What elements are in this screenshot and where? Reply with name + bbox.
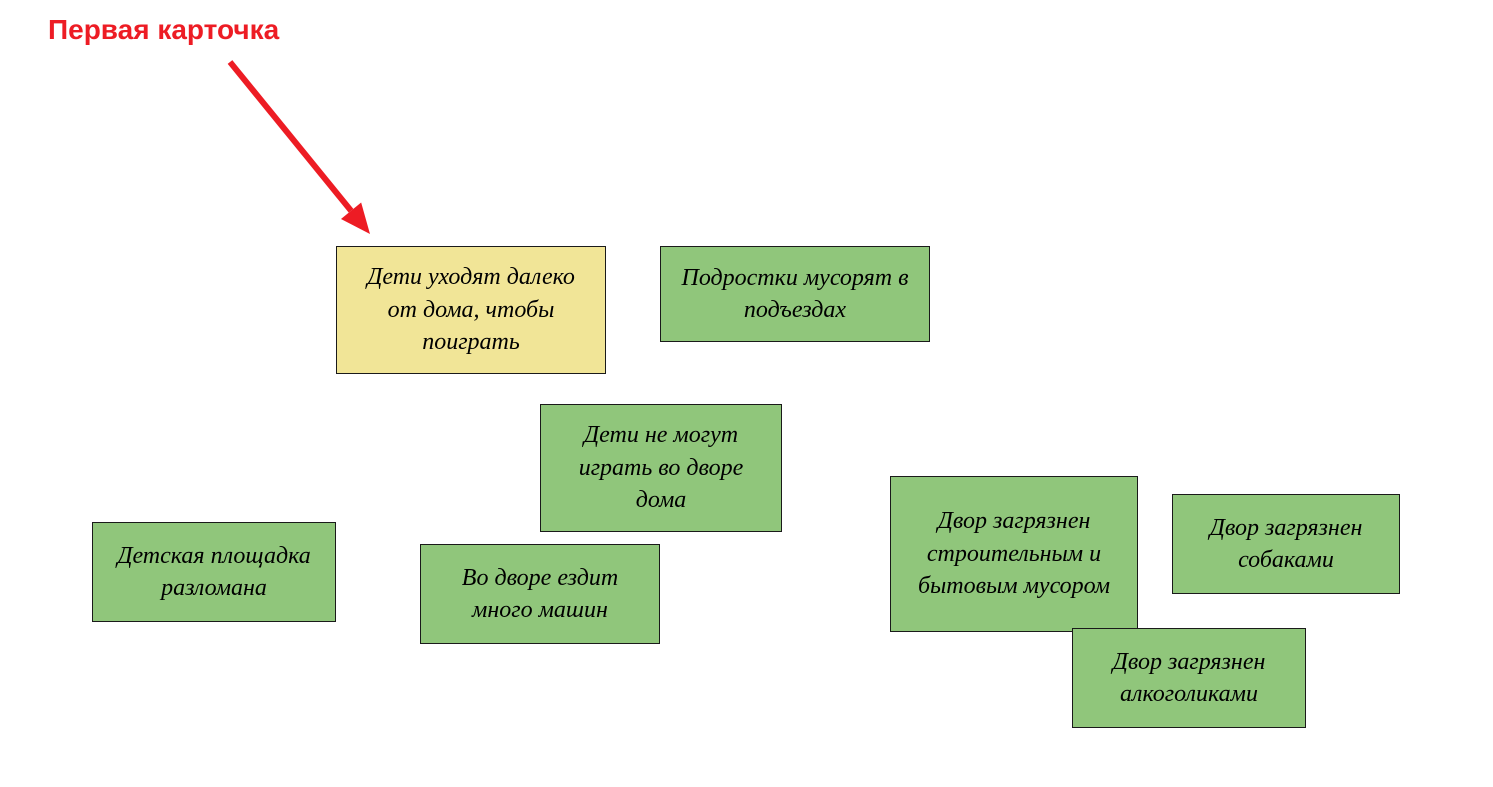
card-kids-cant-play: Дети не могут играть во дворе дома [540, 404, 782, 532]
card-teens-litter: Подростки мусорят в подъездах [660, 246, 930, 342]
card-alcoholics: Двор загрязнен алкоголиками [1072, 628, 1306, 728]
card-playground-broken: Детская площадка разломана [92, 522, 336, 622]
card-dogs-label: Двор загрязнен собаками [1187, 512, 1385, 577]
card-teens-litter-label: Подростки мусорят в подъездах [675, 262, 915, 327]
card-construction: Двор загрязнен строительным и бытовым му… [890, 476, 1138, 632]
card-construction-label: Двор загрязнен строительным и бытовым му… [905, 505, 1123, 602]
card-dogs: Двор загрязнен собаками [1172, 494, 1400, 594]
pointer-arrow [204, 36, 396, 260]
card-first-label: Дети уходят далеко от дома, чтобы поигра… [351, 261, 591, 358]
card-many-cars-label: Во дворе ездит много машин [435, 562, 645, 627]
card-many-cars: Во дворе ездит много машин [420, 544, 660, 644]
card-alcoholics-label: Двор загрязнен алкоголиками [1087, 646, 1291, 711]
card-playground-broken-label: Детская площадка разломана [107, 540, 321, 605]
card-first: Дети уходят далеко от дома, чтобы поигра… [336, 246, 606, 374]
card-kids-cant-play-label: Дети не могут играть во дворе дома [555, 419, 767, 516]
